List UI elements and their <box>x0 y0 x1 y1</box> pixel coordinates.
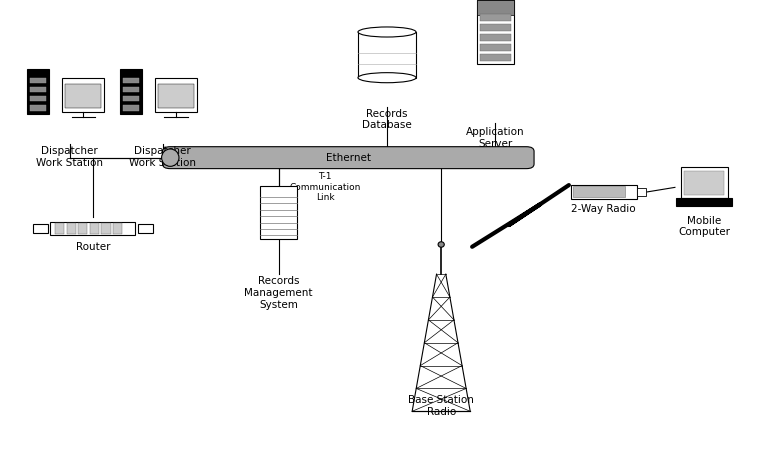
FancyBboxPatch shape <box>358 32 416 78</box>
Text: Application
Server: Application Server <box>466 127 525 149</box>
FancyBboxPatch shape <box>101 223 111 234</box>
FancyBboxPatch shape <box>158 84 194 108</box>
Ellipse shape <box>438 242 444 247</box>
FancyBboxPatch shape <box>67 223 76 234</box>
FancyBboxPatch shape <box>684 171 724 196</box>
Text: T-1
Communication
Link: T-1 Communication Link <box>289 172 361 202</box>
FancyBboxPatch shape <box>138 224 153 233</box>
FancyBboxPatch shape <box>480 24 511 31</box>
FancyBboxPatch shape <box>123 105 139 111</box>
FancyBboxPatch shape <box>90 223 99 234</box>
FancyBboxPatch shape <box>120 69 142 114</box>
Text: 2-Way Radio: 2-Way Radio <box>571 204 636 214</box>
FancyBboxPatch shape <box>30 78 46 83</box>
FancyBboxPatch shape <box>477 0 514 15</box>
Ellipse shape <box>358 73 416 83</box>
FancyBboxPatch shape <box>477 0 514 64</box>
FancyBboxPatch shape <box>155 78 197 112</box>
Ellipse shape <box>162 149 179 166</box>
FancyBboxPatch shape <box>676 198 732 207</box>
FancyBboxPatch shape <box>681 167 728 198</box>
FancyBboxPatch shape <box>55 223 64 234</box>
FancyBboxPatch shape <box>480 34 511 41</box>
FancyBboxPatch shape <box>571 185 636 199</box>
Text: Mobile
Computer: Mobile Computer <box>678 216 731 237</box>
FancyBboxPatch shape <box>573 186 625 197</box>
FancyBboxPatch shape <box>50 222 135 235</box>
FancyBboxPatch shape <box>123 78 139 83</box>
Ellipse shape <box>358 27 416 37</box>
Text: Router: Router <box>76 242 110 252</box>
FancyBboxPatch shape <box>30 96 46 101</box>
FancyBboxPatch shape <box>65 84 101 108</box>
FancyBboxPatch shape <box>163 147 534 169</box>
Text: Dispatcher
Work Station: Dispatcher Work Station <box>36 146 103 168</box>
FancyBboxPatch shape <box>636 188 646 196</box>
FancyBboxPatch shape <box>33 224 48 233</box>
Text: Base Station
Radio: Base Station Radio <box>408 395 474 417</box>
FancyBboxPatch shape <box>480 14 511 21</box>
Text: Ethernet: Ethernet <box>326 153 371 163</box>
FancyBboxPatch shape <box>480 44 511 51</box>
Text: Dispatcher
Work Station: Dispatcher Work Station <box>129 146 196 168</box>
Text: Records
Management
System: Records Management System <box>245 276 313 310</box>
FancyBboxPatch shape <box>30 87 46 92</box>
FancyBboxPatch shape <box>123 87 139 92</box>
FancyBboxPatch shape <box>62 78 104 112</box>
FancyBboxPatch shape <box>30 105 46 111</box>
FancyBboxPatch shape <box>113 223 122 234</box>
FancyBboxPatch shape <box>27 69 49 114</box>
Text: Records
Database: Records Database <box>362 109 412 130</box>
FancyBboxPatch shape <box>480 54 511 61</box>
FancyBboxPatch shape <box>260 186 297 239</box>
FancyBboxPatch shape <box>78 223 87 234</box>
FancyBboxPatch shape <box>123 96 139 101</box>
